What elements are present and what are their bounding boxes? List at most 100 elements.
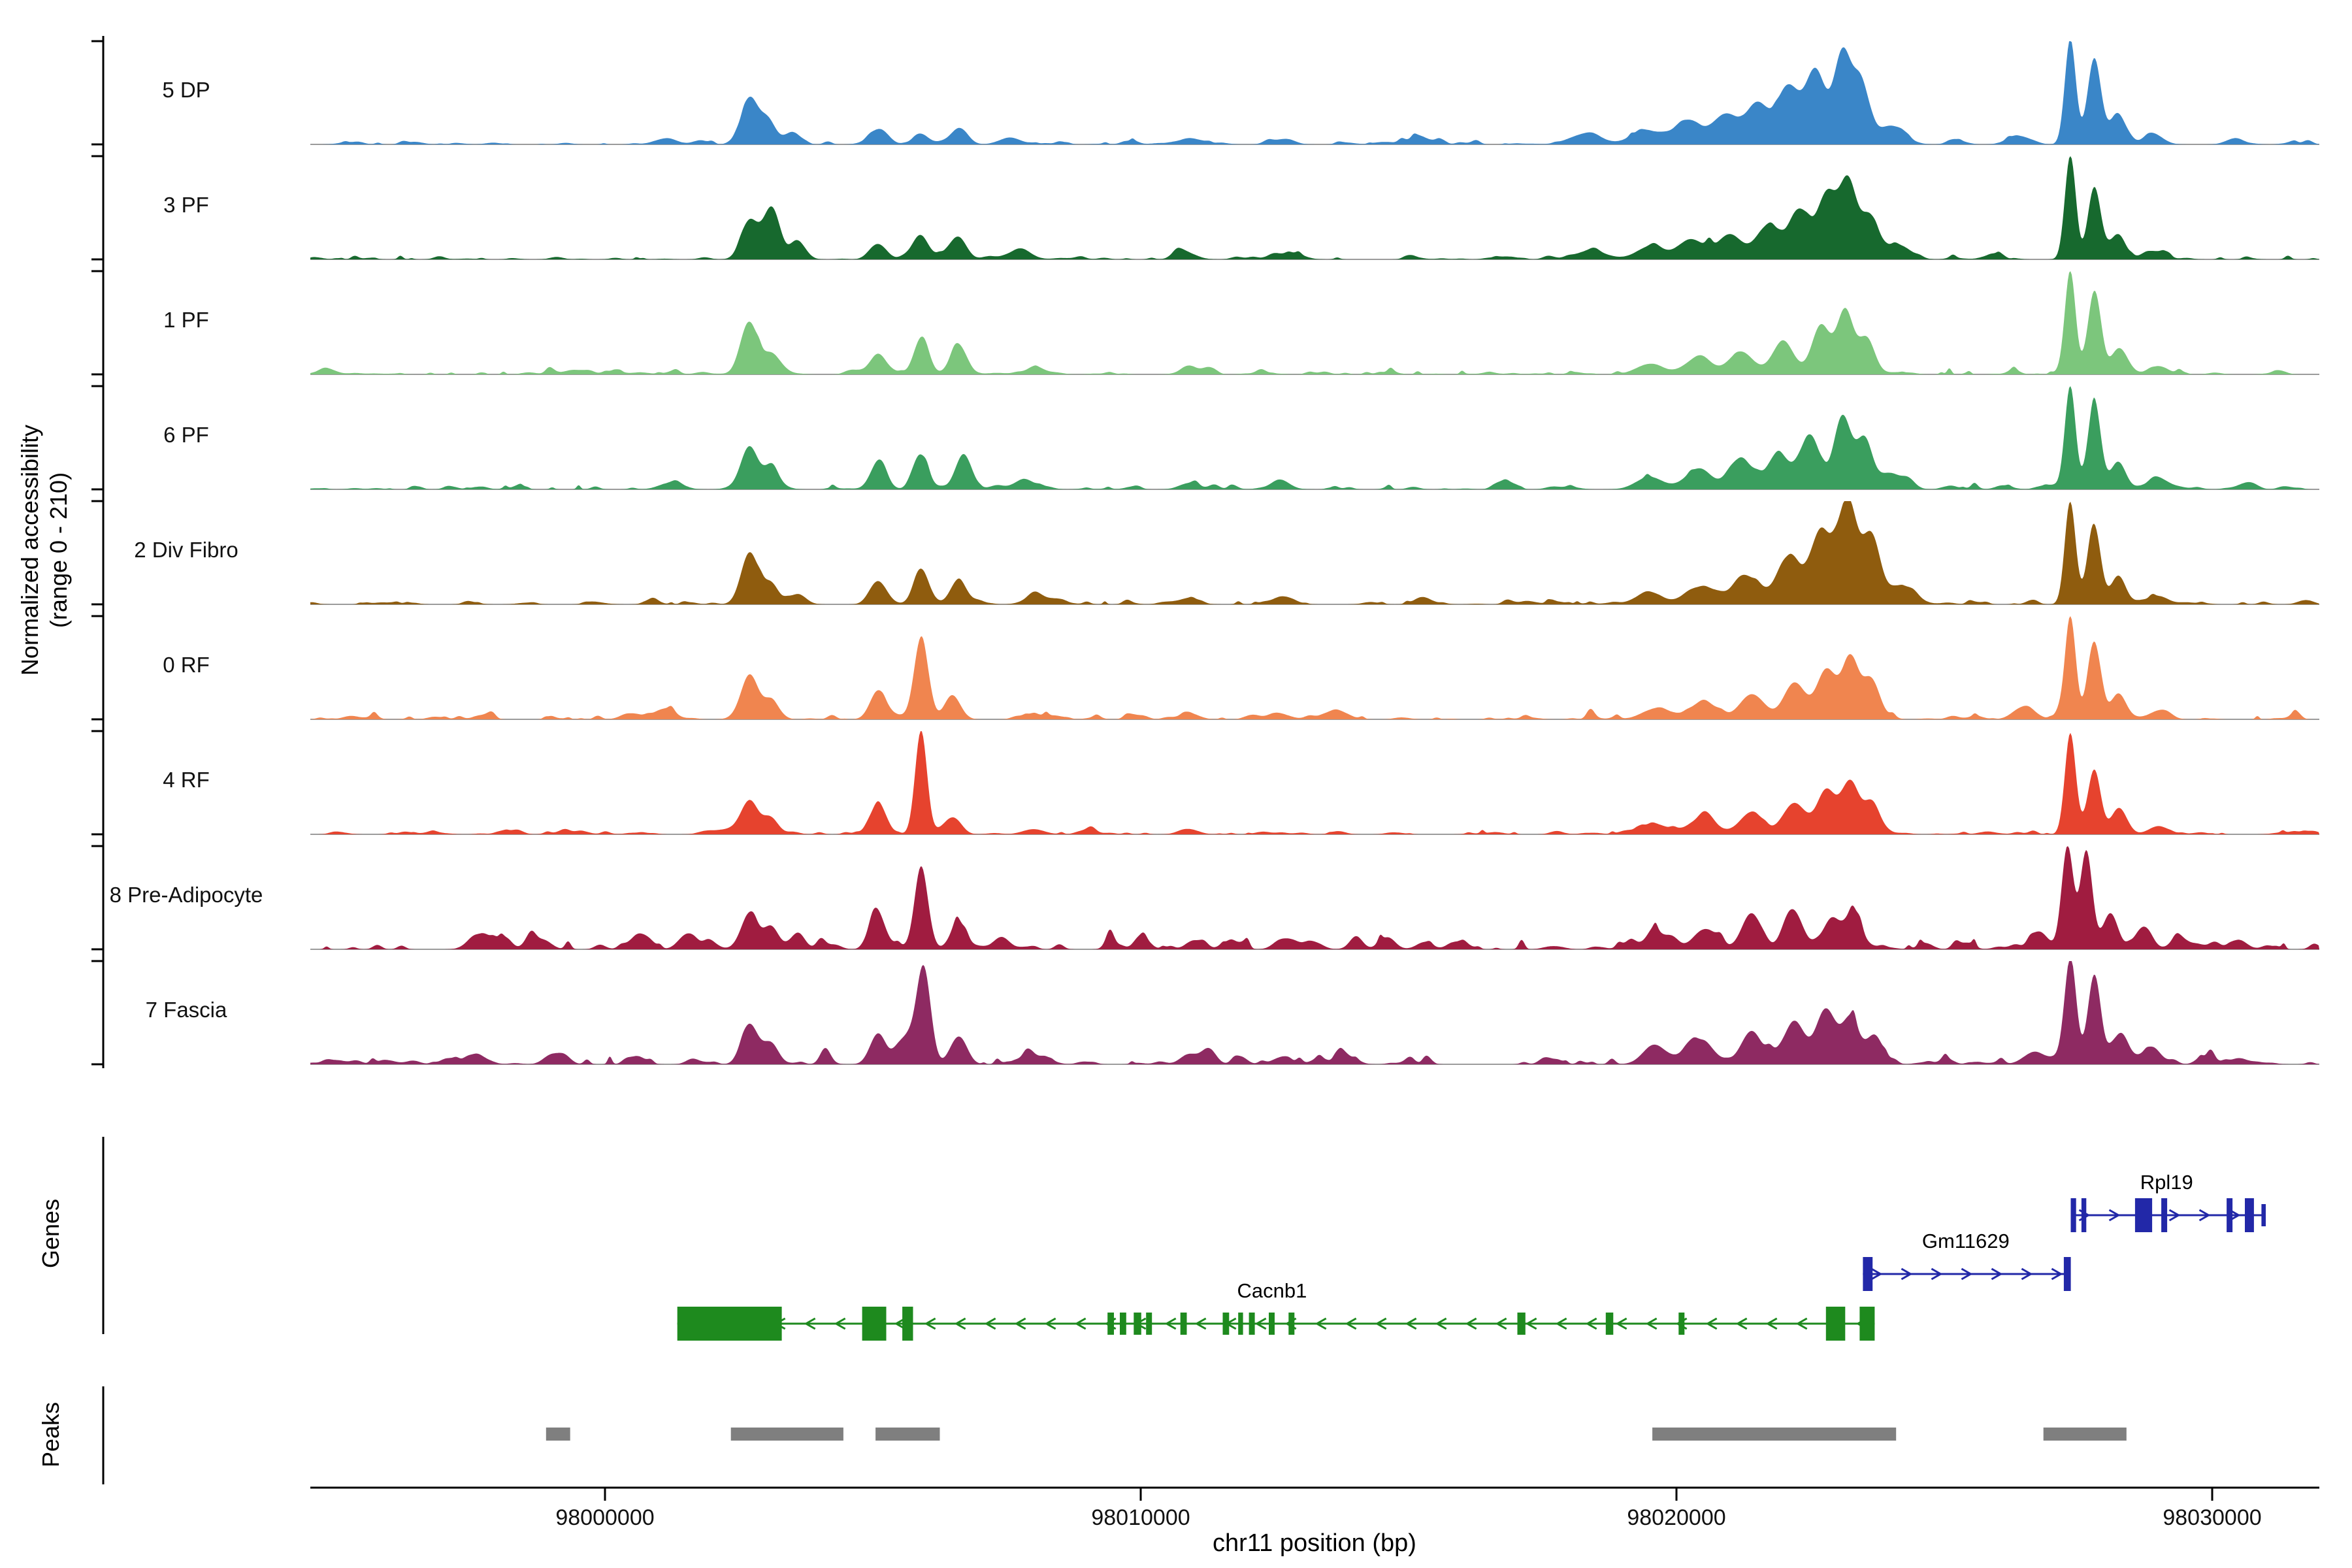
gene-exon [1517,1313,1526,1335]
strand-arrow [1795,1317,1808,1330]
gene-exon [2081,1198,2087,1232]
gene-exon [1863,1257,1873,1291]
strand-arrow [1870,1267,1883,1281]
track-label: 8 Pre-Adipocyte [110,883,263,907]
strand-arrow [1345,1317,1357,1330]
gene-exon [2261,1204,2266,1226]
strand-arrow [1375,1317,1387,1330]
axis-brackets [91,36,105,1484]
gene-exon [2227,1198,2233,1232]
track-signal-area [310,386,2319,489]
track-signal-area [310,41,2319,144]
track-signal-area [310,501,2319,604]
peaks-section-label: Peaks [37,1402,64,1467]
strand-arrow [1765,1317,1778,1330]
strand-arrow [1645,1317,1658,1330]
strand-arrow [2168,1209,2181,1222]
strand-arrow [1931,1267,1943,1281]
track-label: 7 Fascia [146,998,227,1022]
peak-bar [730,1428,843,1441]
gene-exon [1180,1313,1187,1335]
track-label: 0 RF [163,653,210,677]
strand-arrow [1495,1317,1507,1330]
gene-exon [1269,1313,1275,1335]
strand-arrow [1585,1317,1597,1330]
strand-arrow [1405,1317,1417,1330]
gene-exon [1146,1313,1152,1335]
strand-arrow [804,1317,816,1330]
gene-exon [2245,1198,2254,1232]
gene-exon [2161,1198,2168,1232]
peaks-track [546,1428,2127,1441]
track-signal-area [310,616,2319,719]
track-label: 6 PF [163,423,209,447]
gene-exon [1859,1307,1875,1341]
strand-arrow [924,1317,936,1330]
peak-bar [546,1428,570,1441]
strand-arrow [894,1317,906,1330]
strand-arrow [1014,1317,1026,1330]
strand-arrow [834,1317,846,1330]
x-tick-label: 98010000 [1091,1505,1190,1530]
strand-arrow [2051,1267,2063,1281]
x-axis-title: chr11 position (bp) [1213,1529,1416,1557]
x-tick-label: 98030000 [2163,1505,2261,1530]
strand-arrow [1735,1317,1748,1330]
gene-exon [1288,1313,1295,1335]
gene-exon [862,1307,887,1341]
strand-arrow [1615,1317,1627,1330]
track-label: 1 PF [163,308,209,332]
strand-arrow [1961,1267,1973,1281]
strand-arrow [1705,1317,1718,1330]
strand-arrow [2108,1209,2121,1222]
track-signal-area [310,846,2319,949]
strand-arrow [1991,1267,2003,1281]
strand-arrow [984,1317,996,1330]
gene-exon [1605,1313,1614,1335]
gene-label: Gm11629 [1922,1230,2010,1252]
strand-arrow [954,1317,966,1330]
gene-exon [2070,1198,2076,1232]
gene-exon [677,1307,782,1341]
strand-arrow [2021,1267,2033,1281]
strand-arrow [1254,1317,1267,1330]
genes-track: Rpl19 Gm11629 Cacnb1 [677,1171,2266,1341]
gene-exon [902,1307,913,1341]
genes-section-label: Genes [37,1199,64,1268]
strand-arrow [1164,1317,1177,1330]
x-tick-label: 98000000 [555,1505,654,1530]
strand-arrow [1194,1317,1207,1330]
strand-arrow [1901,1267,1913,1281]
gene-exon [1222,1313,1230,1335]
gene-exon [2063,1257,2071,1291]
x-tick-label: 98020000 [1627,1505,1725,1530]
track-signal-area [310,156,2319,259]
y-axis-label-line2: (range 0 - 210) [45,472,72,628]
strand-arrow [2229,1209,2241,1222]
strand-arrow [1315,1317,1327,1330]
strand-arrow [1044,1317,1056,1330]
x-axis: 98000000 98010000 98020000 98030000 [310,1486,2319,1530]
strand-arrow [1555,1317,1567,1330]
gene-label: Rpl19 [2140,1171,2193,1194]
strand-arrow [1435,1317,1447,1330]
peak-bar [875,1428,940,1441]
y-axis-label-line1: Normalized accessibility [16,425,43,676]
track-label: 5 DP [162,78,210,102]
strand-arrow [1525,1317,1537,1330]
gene-exon [1120,1313,1126,1335]
strand-arrow [1465,1317,1477,1330]
track-label: 2 Div Fibro [134,538,238,562]
accessibility-tracks: 5 DP 3 PF 1 PF 6 PF 2 Div Fibro 0 RF 4 RF 8 Pre… [110,41,2319,1065]
strand-arrow [1074,1317,1086,1330]
track-label: 3 PF [163,193,209,217]
peak-bar [1652,1428,1897,1441]
track-signal-area [310,731,2319,834]
gene-exon [1678,1313,1685,1335]
peak-bar [2043,1428,2127,1441]
gene-exon [1249,1313,1255,1335]
gene-exon [1238,1313,1243,1335]
gene-exon [1107,1313,1114,1335]
